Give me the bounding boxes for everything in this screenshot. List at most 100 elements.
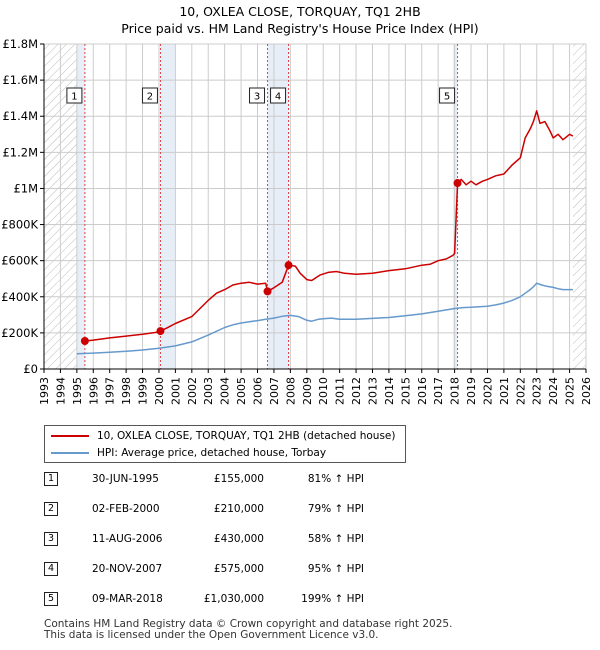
x-tick-label: 1999 xyxy=(137,377,150,405)
x-tick-label: 2019 xyxy=(465,377,478,405)
sale-hpi-change: 79% ↑ HPI xyxy=(307,503,364,515)
sale-row: 4 20-NOV-2007 £575,000 95% ↑ HPI xyxy=(44,560,444,580)
sale-number-badge: 5 xyxy=(44,592,58,606)
sale-number-label: 2 xyxy=(147,92,153,103)
sale-number-badge: 4 xyxy=(44,562,58,576)
x-tick-label: 2007 xyxy=(268,377,281,405)
y-tick-label: £800K xyxy=(1,218,38,232)
sale-row: 2 02-FEB-2000 £210,000 79% ↑ HPI xyxy=(44,500,444,520)
plot-area xyxy=(44,44,586,369)
x-tick-label: 1996 xyxy=(87,377,100,405)
sale-point xyxy=(80,337,89,346)
sale-date: 11-AUG-2006 xyxy=(92,533,163,545)
x-tick-label: 2013 xyxy=(366,377,379,405)
x-tick-label: 2025 xyxy=(564,377,577,405)
sale-price: £1,030,000 xyxy=(203,593,264,605)
y-tick-label: £1.8M xyxy=(2,37,38,51)
chart-title-line1: 10, OXLEA CLOSE, TORQUAY, TQ1 2HB xyxy=(179,4,421,19)
ownership-shade xyxy=(452,44,458,369)
x-tick-label: 2024 xyxy=(547,377,560,405)
x-tick-label: 2022 xyxy=(514,377,527,405)
sale-date: 20-NOV-2007 xyxy=(92,563,163,575)
sale-point xyxy=(156,327,165,336)
x-tick-label: 2000 xyxy=(153,377,166,405)
x-tick-label: 2012 xyxy=(350,377,363,405)
x-tick-label: 2006 xyxy=(252,377,265,405)
x-tick-label: 2023 xyxy=(531,377,544,405)
sale-number-box xyxy=(270,87,287,104)
x-tick-label: 2017 xyxy=(432,377,445,405)
sale-row: 3 11-AUG-2006 £430,000 58% ↑ HPI xyxy=(44,530,444,550)
ownership-shade xyxy=(160,44,176,369)
footer-licence: This data is licensed under the Open Gov… xyxy=(44,629,379,641)
hpi-line xyxy=(76,282,573,355)
sale-price: £210,000 xyxy=(213,503,264,515)
sale-number-label: 5 xyxy=(444,92,450,103)
sale-number-box xyxy=(141,87,158,104)
x-tick-label: 2004 xyxy=(219,377,232,405)
footer-copyright: Contains HM Land Registry data © Crown c… xyxy=(44,618,453,630)
sale-number-box xyxy=(439,87,456,104)
sale-number-badge: 3 xyxy=(44,532,58,546)
sale-price: £430,000 xyxy=(213,533,264,545)
x-tick-label: 2005 xyxy=(235,377,248,405)
sale-date: 02-FEB-2000 xyxy=(92,503,160,515)
sale-number-badge: 1 xyxy=(44,472,58,486)
x-tick-label: 2008 xyxy=(284,377,297,405)
sale-hpi-change: 81% ↑ HPI xyxy=(307,473,364,485)
x-tick-label: 2018 xyxy=(449,377,462,405)
legend-item-hpi: HPI: Average price, detached house, Torb… xyxy=(51,445,326,461)
x-tick-label: 2015 xyxy=(399,377,412,405)
x-tick-label: 1995 xyxy=(71,377,84,405)
y-tick-label: £1M xyxy=(13,181,38,195)
y-tick-label: £1.4M xyxy=(2,109,38,123)
sale-number-label: 1 xyxy=(71,92,77,103)
x-tick-label: 2002 xyxy=(186,377,199,405)
y-tick-label: £200K xyxy=(1,326,38,340)
sale-date: 09-MAR-2018 xyxy=(92,593,163,605)
x-tick-label: 2026 xyxy=(580,377,593,405)
sale-row: 5 09-MAR-2018 £1,030,000 199% ↑ HPI xyxy=(44,590,444,610)
sale-number-label: 3 xyxy=(254,92,260,103)
sale-hpi-change: 58% ↑ HPI xyxy=(307,533,364,545)
x-tick-label: 2003 xyxy=(202,377,215,405)
y-tick-label: £1.6M xyxy=(2,73,38,87)
legend-label-hpi: HPI: Average price, detached house, Torb… xyxy=(97,447,327,459)
x-tick-label: 2014 xyxy=(383,377,396,405)
sale-point xyxy=(453,179,462,188)
sale-price: £155,000 xyxy=(213,473,264,485)
x-tick-label: 2020 xyxy=(481,377,494,405)
x-tick-label: 1997 xyxy=(104,377,117,405)
y-tick-label: £400K xyxy=(1,290,38,304)
sale-point xyxy=(284,261,293,270)
x-tick-label: 1993 xyxy=(38,377,51,405)
sale-number-badge: 2 xyxy=(44,502,58,516)
y-tick-label: £1.2M xyxy=(2,145,38,159)
sale-number-box xyxy=(249,87,266,104)
sale-price: £575,000 xyxy=(213,563,264,575)
x-tick-label: 2001 xyxy=(169,377,182,405)
x-tick-label: 1998 xyxy=(120,377,133,405)
sale-number-label: 4 xyxy=(275,92,281,103)
chart-legend: 10, OXLEA CLOSE, TORQUAY, TQ1 2HB (detac… xyxy=(44,425,406,463)
x-tick-label: 2021 xyxy=(498,377,511,405)
x-tick-label: 2016 xyxy=(416,377,429,405)
x-tick-label: 2009 xyxy=(301,377,314,405)
property-price-line xyxy=(84,110,574,342)
sale-number-box xyxy=(66,87,83,104)
legend-swatch-hpi xyxy=(51,452,89,454)
sale-hpi-change: 199% ↑ HPI xyxy=(301,593,364,605)
no-data-hatch xyxy=(572,44,586,369)
legend-item-property: 10, OXLEA CLOSE, TORQUAY, TQ1 2HB (detac… xyxy=(51,428,396,444)
chart-title-line2: Price paid vs. HM Land Registry's House … xyxy=(121,21,479,36)
y-tick-label: £0 xyxy=(23,362,38,376)
sale-point xyxy=(263,287,272,296)
legend-swatch-property xyxy=(51,435,89,437)
sale-hpi-change: 95% ↑ HPI xyxy=(307,563,364,575)
sale-date: 30-JUN-1995 xyxy=(92,473,159,485)
price-chart: 1 2 3 4 5 £0 £200K £400K £600K £800K £1M £1.2M £1.4M… xyxy=(1,37,593,405)
y-tick-label: £600K xyxy=(1,254,38,268)
ownership-shade xyxy=(76,44,85,369)
x-tick-label: 2010 xyxy=(317,377,330,405)
attribution-footer: Contains HM Land Registry data © Crown c… xyxy=(44,619,452,641)
